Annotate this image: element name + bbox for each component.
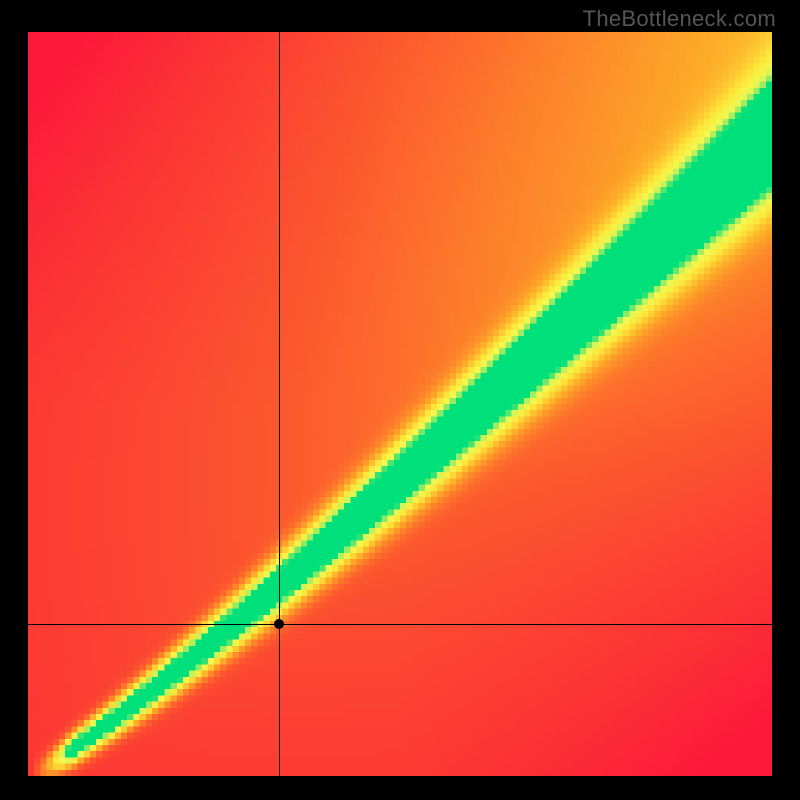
marker-dot	[274, 619, 284, 629]
crosshair-horizontal	[28, 624, 772, 625]
heatmap-plot	[28, 32, 772, 776]
heatmap-canvas	[28, 32, 772, 776]
crosshair-vertical	[279, 32, 280, 776]
watermark-text: TheBottleneck.com	[583, 6, 776, 32]
